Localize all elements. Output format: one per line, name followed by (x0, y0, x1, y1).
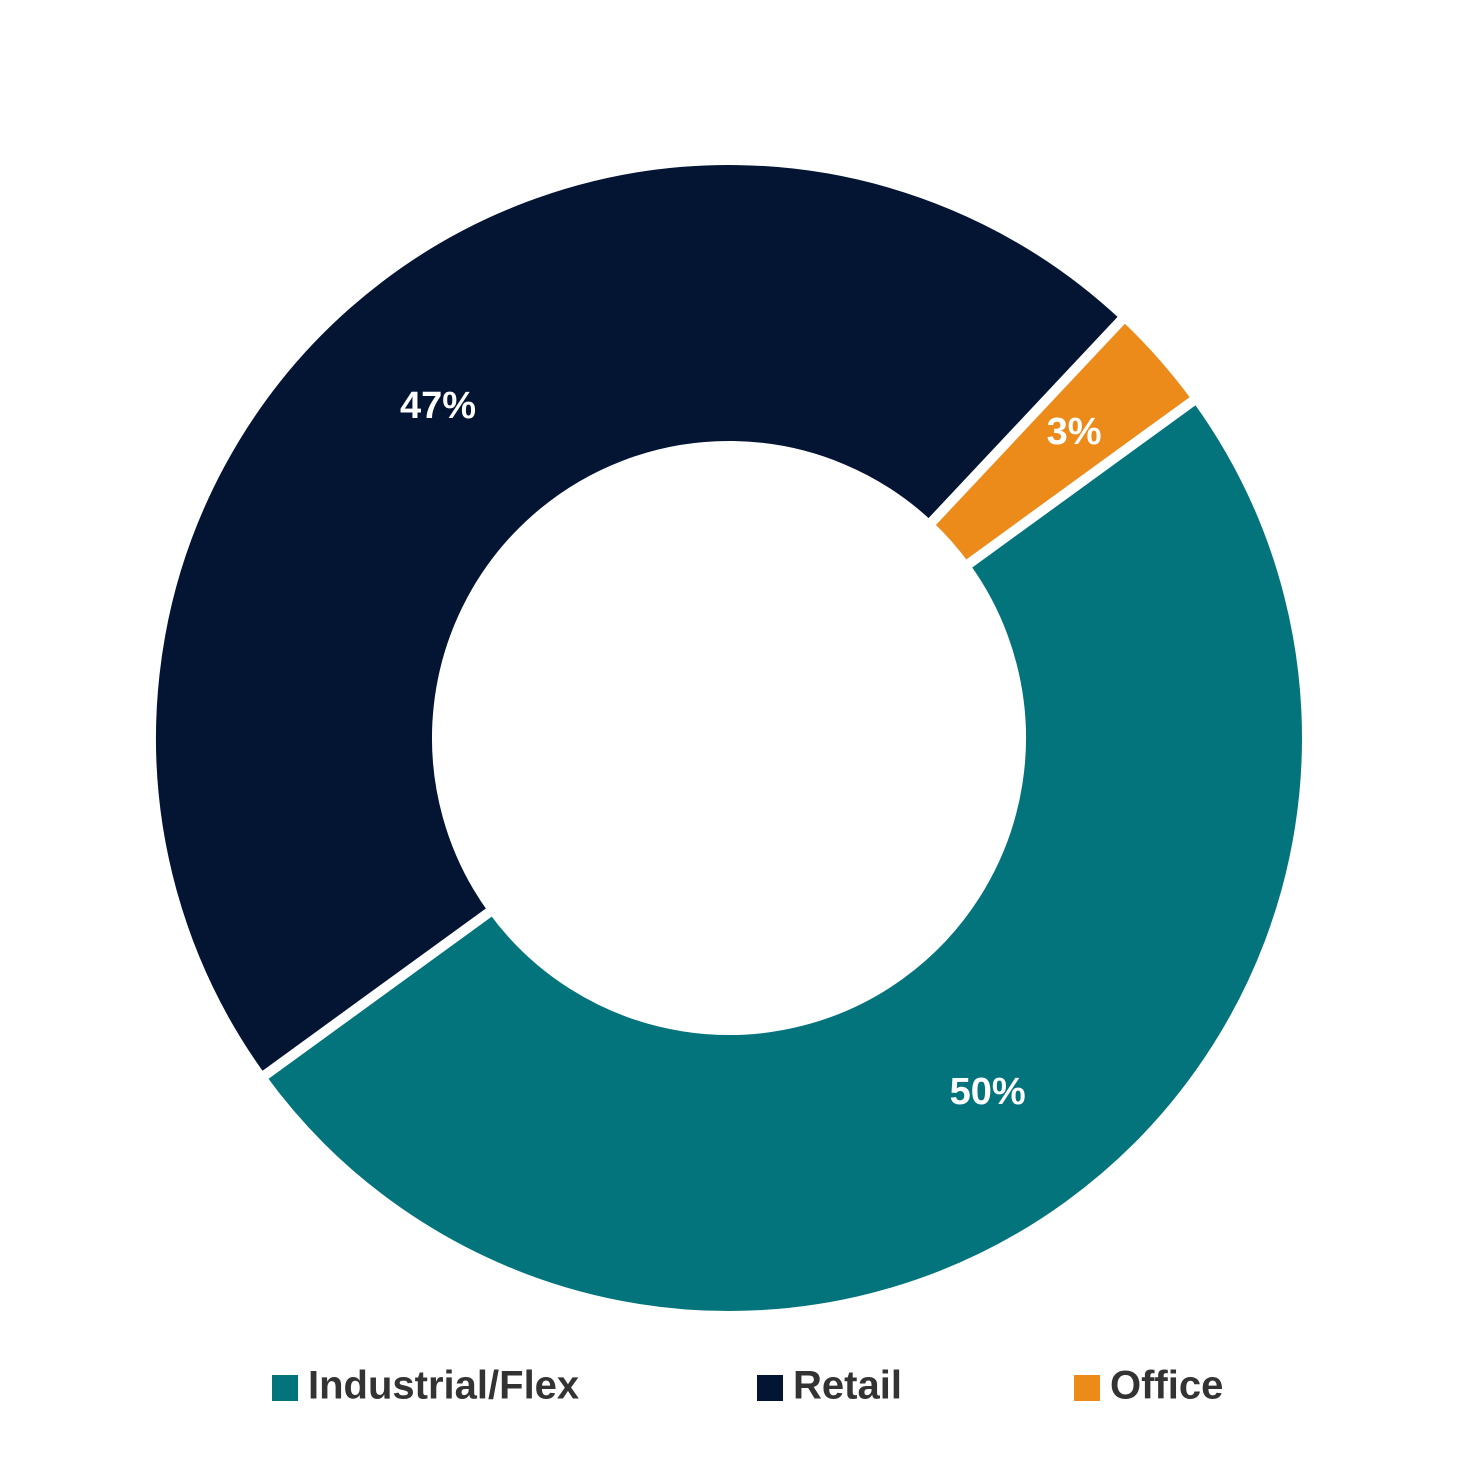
slice-label: 3% (1047, 411, 1102, 453)
donut-slice (254, 391, 1312, 1321)
legend-swatch (1074, 1375, 1100, 1401)
legend-label: Retail (793, 1364, 902, 1408)
slice-label: 50% (950, 1071, 1026, 1113)
legend-label: Industrial/Flex (308, 1364, 579, 1408)
donut-slice (146, 154, 1132, 1085)
legend-swatch (272, 1375, 298, 1401)
donut-slice (921, 309, 1204, 574)
legend-label: Office (1110, 1364, 1223, 1408)
slice-label: 47% (400, 385, 476, 427)
legend-swatch (757, 1375, 783, 1401)
